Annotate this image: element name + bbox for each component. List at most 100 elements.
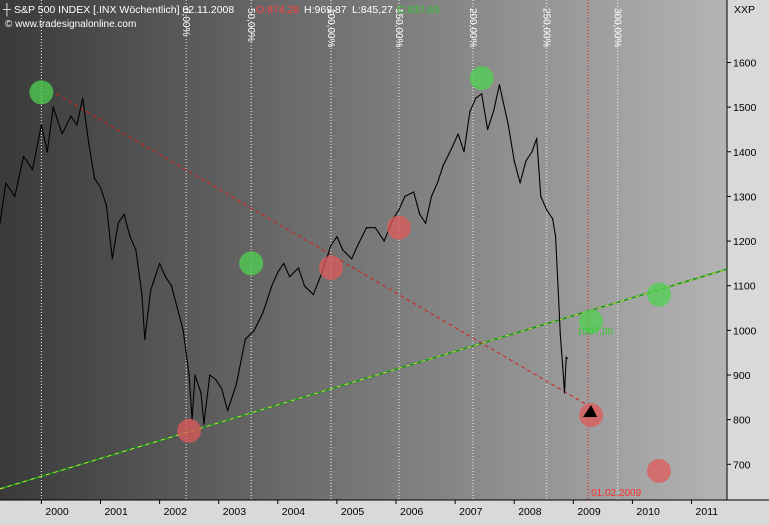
price-point xyxy=(123,213,125,215)
percent-label: 250,00% xyxy=(541,8,552,48)
x-tick-label: 2011 xyxy=(696,506,719,518)
price-point xyxy=(531,151,533,153)
x-tick-label: 2001 xyxy=(104,506,128,518)
red-marker xyxy=(177,418,202,443)
price-point xyxy=(457,133,459,135)
header-open: O:874,28 xyxy=(256,4,299,16)
price-annotation: 1007,00 xyxy=(577,326,614,337)
price-point xyxy=(351,258,353,260)
price-point xyxy=(519,182,521,184)
header-title: S&P 500 INDEX [.INX Wöchentlich] 02.11.2… xyxy=(14,4,234,16)
price-point xyxy=(297,267,300,269)
price-point xyxy=(88,142,90,144)
price-point xyxy=(52,106,54,108)
price-point xyxy=(430,195,433,198)
x-tick-label: 2006 xyxy=(400,506,424,518)
y-tick-label: 1500 xyxy=(733,102,757,114)
percent-label: 50,00% xyxy=(245,8,256,42)
price-point xyxy=(398,209,400,211)
price-point xyxy=(117,222,119,224)
green-marker xyxy=(469,66,494,91)
x-axis-panel xyxy=(0,500,769,520)
price-point xyxy=(557,285,559,287)
price-point xyxy=(563,392,566,394)
price-point xyxy=(303,285,305,287)
price-point xyxy=(182,329,184,331)
target-arrow-icon xyxy=(583,404,598,417)
price-point xyxy=(93,177,96,180)
x-tick-label: 2002 xyxy=(164,506,188,518)
price-point xyxy=(536,137,538,139)
price-point xyxy=(552,218,554,220)
price-point xyxy=(283,262,285,264)
y-tick-label: 800 xyxy=(733,415,751,427)
price-point xyxy=(492,111,495,113)
price-point xyxy=(31,169,34,171)
price-point xyxy=(150,289,152,291)
header-close: C:937,65 xyxy=(397,4,440,16)
y-tick-label: 700 xyxy=(733,459,751,471)
y-tick-label: 1000 xyxy=(733,325,757,337)
y-axis-panel xyxy=(727,0,769,520)
price-point xyxy=(76,124,78,126)
currency-label: XXP xyxy=(734,4,755,16)
price-point xyxy=(330,244,332,247)
y-tick-label: 1300 xyxy=(733,191,757,203)
price-point xyxy=(289,276,291,278)
price-point xyxy=(525,160,527,162)
price-point xyxy=(99,186,102,189)
price-point xyxy=(481,93,483,95)
y-tick-label: 1200 xyxy=(733,236,757,248)
red-marker xyxy=(386,215,411,240)
price-point xyxy=(61,133,63,135)
price-point xyxy=(111,258,113,260)
price-point xyxy=(365,227,368,229)
price-point xyxy=(413,191,415,193)
price-point xyxy=(271,285,273,287)
percent-label: 150,00% xyxy=(393,8,404,48)
markers-group: 1007,00 xyxy=(29,66,672,483)
price-point xyxy=(424,222,427,224)
price-point xyxy=(312,294,314,296)
price-point xyxy=(566,357,569,360)
green-marker xyxy=(647,282,672,307)
price-point xyxy=(253,329,255,331)
x-tick-label: 2005 xyxy=(341,506,365,518)
x-tick-label: 2004 xyxy=(282,506,306,518)
y-tick-label: 1600 xyxy=(733,58,757,70)
price-point xyxy=(203,423,205,425)
price-point xyxy=(82,97,84,99)
red-marker xyxy=(647,458,672,483)
price-point xyxy=(215,378,217,381)
percent-label: 300,00% xyxy=(612,8,623,48)
price-point xyxy=(383,240,385,242)
price-point xyxy=(419,213,421,215)
price-point xyxy=(513,160,515,162)
price-point xyxy=(226,410,229,412)
green-marker xyxy=(579,309,604,334)
support-line-dash xyxy=(0,268,728,490)
y-axis: 700 800 900 1000 1100 1200 1300 1400 1500 1600 xyxy=(727,58,757,471)
price-point xyxy=(562,365,564,367)
price-point xyxy=(501,97,503,99)
price-point xyxy=(209,374,211,376)
price-point xyxy=(565,356,567,358)
price-point xyxy=(164,276,167,278)
price-point xyxy=(194,374,196,376)
header-source: © www.tradesignalonline.com xyxy=(5,19,136,30)
x-tick-label: 2003 xyxy=(223,506,247,518)
price-point xyxy=(540,195,542,198)
green-marker xyxy=(239,251,264,276)
header-high: H:969,87 xyxy=(304,4,347,16)
price-point xyxy=(342,249,344,251)
price-point xyxy=(262,311,264,314)
header-plus-icon[interactable]: ┼ xyxy=(2,2,11,17)
target-date-line-group: 01.02.2009 xyxy=(587,0,642,500)
x-tick-label: 2000 xyxy=(45,506,69,518)
x-tick-label: 2008 xyxy=(518,506,542,518)
x-tick-label: 2009 xyxy=(577,506,601,518)
price-point xyxy=(546,209,548,211)
price-point xyxy=(436,182,438,184)
price-point xyxy=(105,204,107,206)
